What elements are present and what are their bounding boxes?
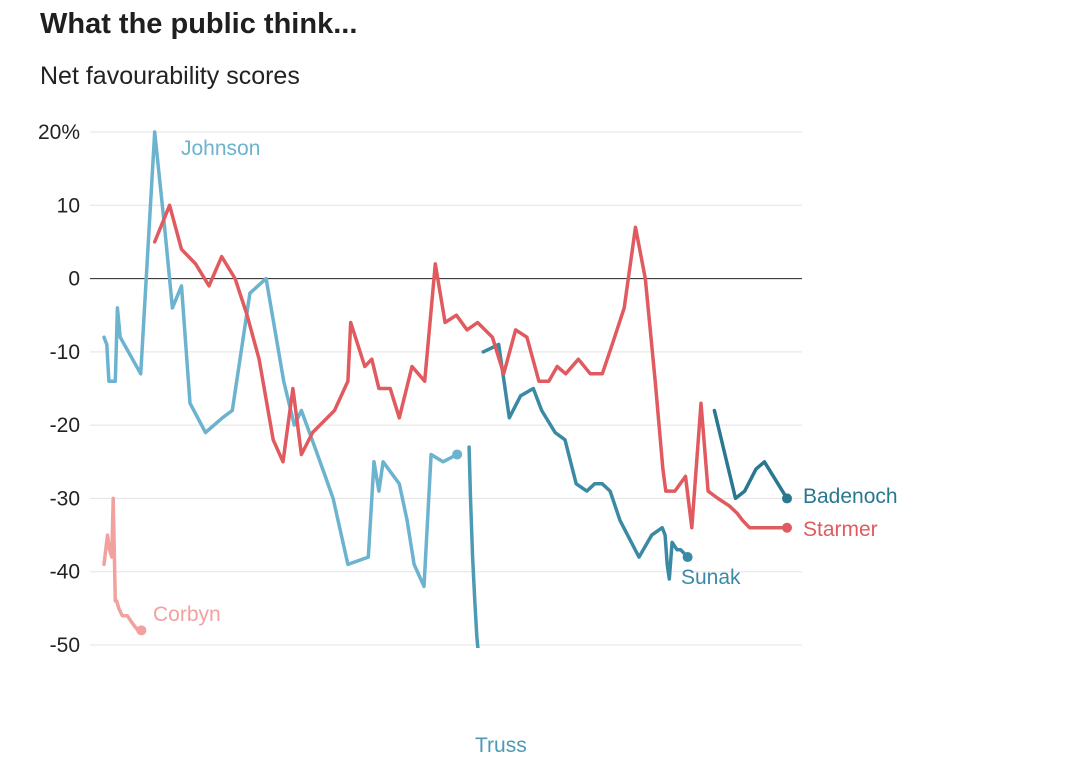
series-line-badenoch (712, 408, 789, 501)
series-line-johnson (102, 130, 459, 589)
end-marker-starmer (782, 522, 792, 533)
end-marker-corbyn (136, 625, 147, 636)
label-johnson: Johnson (181, 137, 260, 160)
label-badenoch: Badenoch (803, 485, 898, 508)
chart-subtitle: Net favourability scores (40, 62, 300, 90)
end-marker-sunak (682, 552, 693, 563)
y-tick-label: -30 (50, 487, 80, 510)
y-tick-label: 10 (57, 194, 80, 217)
y-tick-label: -40 (50, 561, 80, 584)
label-starmer: Starmer (803, 518, 878, 541)
series-line-starmer (152, 203, 789, 530)
label-sunak: Sunak (681, 566, 741, 589)
series-line-corbyn (102, 496, 144, 633)
label-corbyn: Corbyn (153, 603, 221, 626)
y-tick-label: -20 (50, 414, 80, 437)
y-tick-label: 0 (68, 268, 80, 291)
series-line-sunak (481, 342, 690, 581)
y-axis-ticks: 20% 10 0 -10 -20 -30 -40 -50 (38, 121, 80, 657)
end-marker-johnson (452, 449, 463, 460)
chart-title: What the public think... (40, 8, 358, 40)
y-tick-label: -50 (50, 634, 80, 657)
y-tick-label: -10 (50, 341, 80, 364)
end-marker-badenoch (782, 493, 792, 504)
label-truss: Truss (475, 734, 527, 757)
grid-lines (90, 131, 802, 646)
series-end-markers (136, 449, 792, 636)
series-lines (102, 130, 789, 648)
series-line-truss (467, 445, 480, 648)
y-tick-label: 20% (38, 121, 80, 144)
